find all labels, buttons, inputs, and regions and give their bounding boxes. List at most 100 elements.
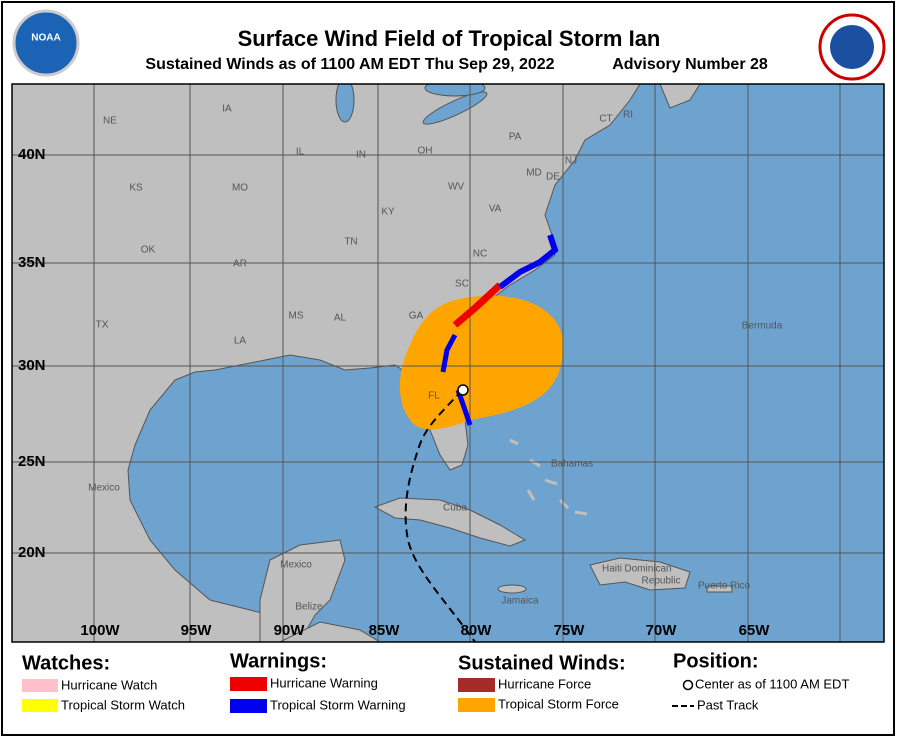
lon-label: 90W <box>274 622 306 639</box>
center-symbol <box>682 679 694 691</box>
legend-item: Tropical Storm Watch <box>61 697 185 712</box>
legend-item: Hurricane Warning <box>270 675 378 690</box>
noaa-logo <box>12 9 80 77</box>
jamaica-island <box>497 584 527 594</box>
lat-label: 20N <box>18 544 46 561</box>
puerto-rico-island <box>706 585 733 593</box>
legend-title: Watches: <box>22 652 110 674</box>
place-label: OK <box>141 245 156 256</box>
place-label: Jamaica <box>501 596 539 607</box>
lat-label: 25N <box>18 453 46 470</box>
legend-item: Tropical Storm Warning <box>270 697 406 712</box>
tropical-storm-force-area <box>399 295 564 430</box>
place-label: MO <box>232 183 248 194</box>
lat-label: 30N <box>18 357 46 374</box>
noaa-logo-text: NOAA <box>31 33 60 44</box>
place-labels: NE IA IL IN OH PA CT RI NJ MD DE KS MO WV KY VA OK AR TN NC… <box>88 104 783 613</box>
place-label: Dominican <box>624 564 671 575</box>
swatch <box>230 699 267 713</box>
place-label: NE <box>103 116 117 127</box>
subtitle: Sustained Winds as of 1100 AM EDT Thu Se… <box>145 56 554 73</box>
lon-label: 85W <box>369 622 401 639</box>
tropical-storm-warning-nc <box>498 234 559 290</box>
place-label: TN <box>344 237 357 248</box>
place-label: MD <box>526 168 542 179</box>
place-label: PA <box>509 132 522 143</box>
legend-item: Center as of 1100 AM EDT <box>695 676 849 691</box>
swatch <box>22 699 58 712</box>
swatch <box>458 678 495 692</box>
place-label: IL <box>296 147 305 158</box>
central-america <box>279 621 381 642</box>
swatch <box>458 698 495 712</box>
legend-title: Warnings: <box>230 650 327 672</box>
place-label: VA <box>489 204 502 215</box>
place-label: IN <box>356 150 366 161</box>
place-label: Puerto Rico <box>698 581 751 592</box>
place-label: OH <box>418 146 433 157</box>
tropical-storm-warning-fl <box>455 389 473 426</box>
map-border <box>11 83 885 643</box>
lon-label: 65W <box>739 622 771 639</box>
lon-label: 70W <box>646 622 678 639</box>
place-label: IA <box>222 104 232 115</box>
swatch <box>230 677 267 691</box>
lat-label: 35N <box>18 254 46 271</box>
lake-michigan <box>335 84 355 123</box>
bahamas-islands <box>509 438 588 516</box>
place-label: TX <box>96 320 109 331</box>
graticule <box>12 84 884 642</box>
place-label: Mexico <box>88 483 120 494</box>
lake-erie <box>422 91 488 125</box>
place-label: Belize <box>295 602 323 613</box>
lon-label: 100W <box>80 622 120 639</box>
place-label: FL <box>428 391 440 402</box>
place-label: LA <box>234 336 247 347</box>
place-label: Mexico <box>280 560 312 571</box>
grid-labels: 40N 35N 30N 25N 20N 100W 95W 90W 85W 80W 75W 70W 65W <box>18 146 770 639</box>
legend-item: Hurricane Force <box>498 676 591 691</box>
place-label: GA <box>409 311 424 322</box>
legend: Watches: Hurricane Watch Tropical Storm … <box>22 650 849 713</box>
nws-logo-inner <box>830 25 874 69</box>
map-area: NE IA IL IN OH PA CT RI NJ MD DE KS MO WV KY VA OK AR TN NC… <box>12 84 884 642</box>
storm-center <box>457 384 469 396</box>
lon-label: 95W <box>181 622 213 639</box>
tropical-storm-warning-ga <box>440 333 458 373</box>
place-label: WV <box>448 182 464 193</box>
place-label: MS <box>289 311 304 322</box>
place-label: Bahamas <box>551 459 593 470</box>
place-label: SC <box>455 279 469 290</box>
legend-title: Position: <box>673 650 759 672</box>
place-label: Cuba <box>443 503 467 514</box>
nova-scotia <box>659 84 701 109</box>
legend-title: Sustained Winds: <box>458 652 626 674</box>
place-label: DE <box>546 172 560 183</box>
lon-label: 75W <box>554 622 586 639</box>
place-label: NC <box>473 249 487 260</box>
place-label: Haiti <box>602 564 622 575</box>
place-label: Bermuda <box>742 321 783 332</box>
hispaniola <box>589 557 691 591</box>
advisory: Advisory Number 28 <box>612 56 768 73</box>
legend-item: Tropical Storm Force <box>498 696 619 711</box>
place-label: KS <box>129 183 143 194</box>
place-label: KY <box>381 207 395 218</box>
legend-item: Past Track <box>697 697 759 712</box>
place-label: Republic <box>642 576 681 587</box>
legend-item: Hurricane Watch <box>61 677 157 692</box>
hurricane-warning <box>452 282 503 328</box>
cuba <box>373 497 527 547</box>
lat-label: 40N <box>18 146 46 163</box>
lon-label: 80W <box>461 622 493 639</box>
place-label: CT <box>599 114 612 125</box>
place-label: AL <box>334 313 347 324</box>
swatch <box>22 679 58 692</box>
place-label: NJ <box>565 156 577 167</box>
title: Surface Wind Field of Tropical Storm Ian <box>238 26 661 51</box>
place-label: RI <box>623 110 633 121</box>
place-label: AR <box>233 259 247 270</box>
past-track <box>404 389 476 642</box>
